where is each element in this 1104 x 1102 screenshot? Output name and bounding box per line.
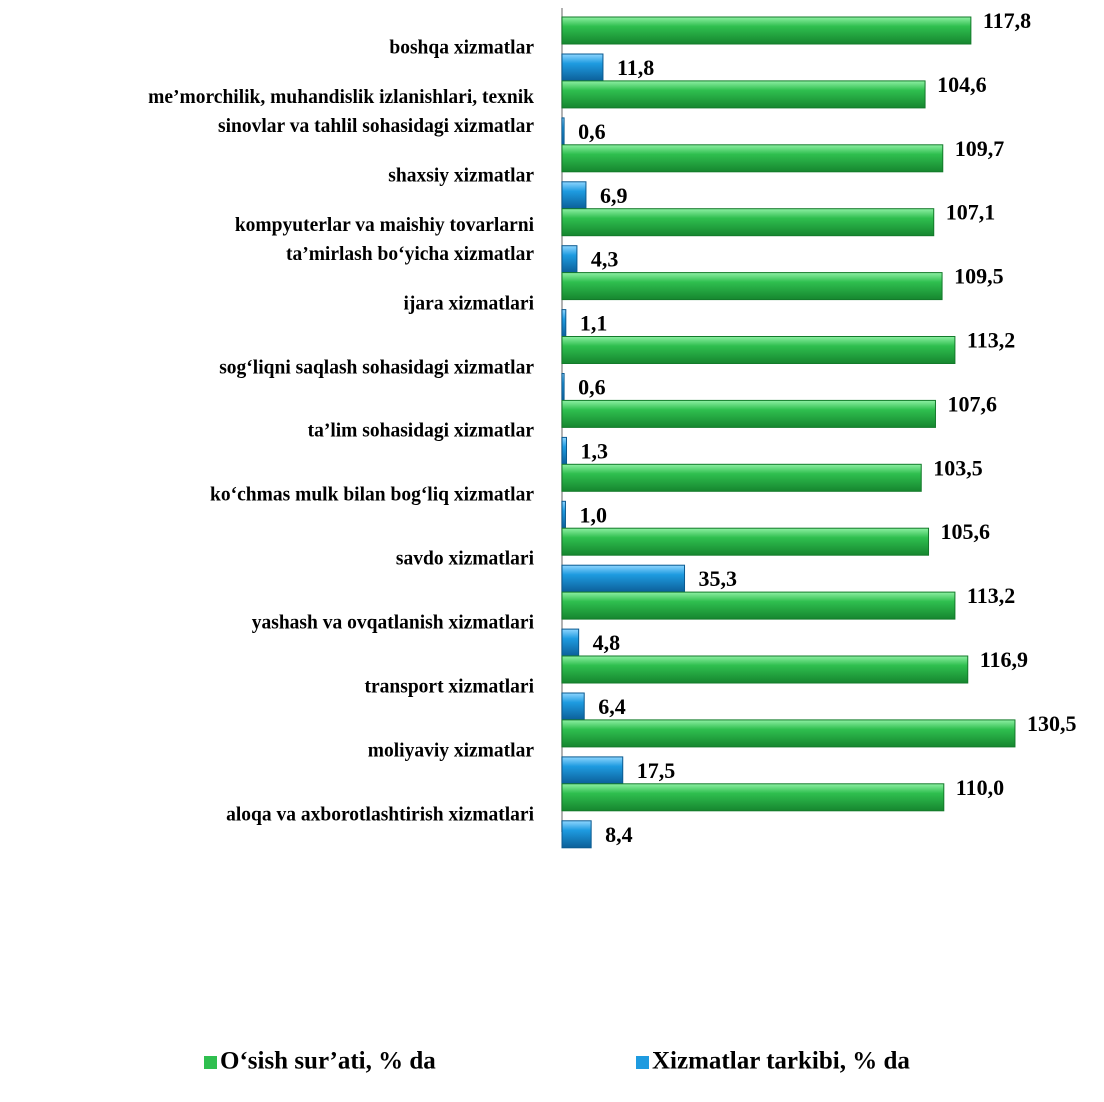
bar [561,591,956,620]
value-label: 107,1 [946,200,996,225]
value-label: 109,5 [954,264,1004,289]
value-label: 6,4 [598,694,626,719]
bar [561,719,1016,748]
category-label: moliyaviy xizmatlar [367,740,534,762]
category-label: ijara xizmatlari [403,293,535,315]
bar [561,564,686,593]
bar [561,208,935,237]
value-label: 113,2 [967,328,1015,353]
value-label: 6,9 [600,183,628,208]
category-label: savdo xizmatlari [395,548,534,570]
bar [561,53,604,82]
value-label: 35,3 [699,566,738,591]
value-label: 110,0 [956,775,1004,800]
bar [561,117,565,146]
value-label: 0,6 [578,119,606,144]
value-label: 107,6 [947,391,997,416]
category-label: ko‘chmas mulk bilan bog‘liq xizmatlar [210,484,534,506]
bar [561,500,566,529]
value-label: 1,3 [581,438,609,463]
bar [561,245,578,274]
bar [561,527,930,556]
bar [561,463,922,492]
category-label: yashash va ovqatlanish xizmatlari [251,612,534,634]
bar [561,272,943,301]
bar [561,655,969,684]
legend-swatch [204,1056,217,1069]
value-label: 8,4 [605,822,633,847]
value-label: 103,5 [933,455,983,480]
category-label: me’morchilik, muhandislik izlanishlari, … [148,86,534,137]
category-label: boshqa xizmatlar [389,37,534,59]
category-label: shaxsiy xizmatlar [388,165,534,187]
category-label: transport xizmatlari [364,676,534,698]
value-label: 109,7 [955,136,1005,161]
bar [561,783,945,812]
category-label: sog‘liqni saqlash sohasidagi xizmatlar [219,357,534,378]
value-label: 117,8 [983,8,1031,33]
value-label: 116,9 [980,647,1028,672]
bar [561,309,567,338]
bar [561,144,944,173]
category-label: kompyuterlar va maishiy tovarlarni ta’mi… [234,214,534,265]
value-label: 1,1 [580,311,608,336]
bar [561,820,592,849]
value-label: 105,6 [941,519,991,544]
value-label: 0,6 [578,375,606,400]
value-label: 104,6 [937,72,987,97]
category-label: ta’lim sohasidagi xizmatlar [307,420,534,442]
bar [561,436,568,465]
value-label: 4,3 [591,247,619,272]
bar [561,373,565,401]
value-label: 4,8 [593,630,621,655]
bar [561,80,926,109]
value-label: 17,5 [637,758,676,783]
value-label: 11,8 [617,55,654,80]
value-label: 1,0 [579,502,607,527]
bar [561,181,587,210]
bar [561,399,936,428]
bar [561,692,585,721]
bar [561,16,972,45]
bar [561,756,624,785]
category-label: aloqa va axborotlashtirish xizmatlari [226,804,534,826]
legend-label: Xizmatlar tarkibi, % da [652,1048,910,1075]
value-label: 130,5 [1027,711,1077,736]
value-label: 113,2 [967,583,1015,608]
bar [561,336,956,364]
legend-swatch [636,1056,649,1069]
bar [561,628,580,657]
legend-label: O‘sish sur’ati, % da [220,1048,436,1075]
